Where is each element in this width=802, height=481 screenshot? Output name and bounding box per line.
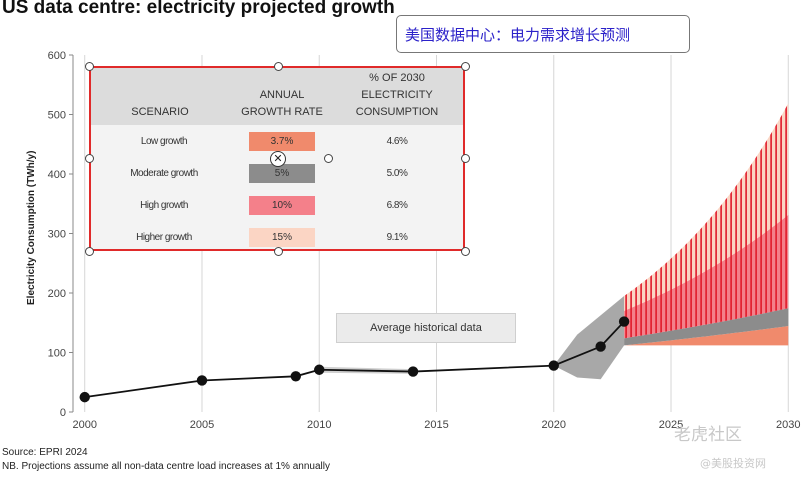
y-tick-label: 500	[48, 110, 66, 122]
watermark-logo: 老虎社区	[674, 425, 742, 445]
x-tick-label: 2010	[307, 419, 331, 431]
data-point	[79, 391, 90, 403]
y-axis: 0 100 200 300 400 500 600	[48, 50, 73, 419]
resize-handle-right[interactable]	[461, 154, 470, 163]
data-point	[407, 366, 419, 377]
consumption-share: 4.6%	[386, 136, 408, 147]
consumption-share: 9.1%	[386, 232, 408, 243]
table-row: Moderate growth 5% 5.0%	[91, 160, 463, 188]
historical-line	[84, 320, 625, 399]
projection-note: NB. Projections assume all non-data cent…	[2, 461, 330, 472]
y-tick-label: 600	[48, 50, 66, 62]
resize-handle-top[interactable]	[274, 62, 283, 71]
data-point	[595, 341, 606, 352]
data-point	[314, 364, 325, 375]
header-scenario: SCENARIO	[131, 106, 189, 118]
y-tick-label: 100	[48, 348, 66, 360]
data-point	[196, 375, 208, 386]
watermark-handle: @美股投资网	[700, 457, 766, 470]
data-point	[290, 371, 301, 382]
resize-handle-bottom-left[interactable]	[85, 247, 94, 256]
growth-rate-swatch: 10%	[249, 196, 315, 215]
x-tick-label: 2030	[776, 419, 800, 431]
data-point	[548, 360, 559, 371]
data-point	[618, 316, 630, 327]
table-header: SCENARIO ANNUAL GROWTH RATE % OF 2030 EL…	[91, 68, 463, 125]
x-tick-label: 2020	[542, 419, 566, 431]
growth-rate-swatch: 15%	[249, 228, 315, 247]
historical-series	[79, 316, 630, 403]
header-share: % OF 2030 ELECTRICITY CONSUMPTION	[355, 72, 439, 118]
table-row: Higher growth 15% 9.1%	[91, 224, 463, 252]
growth-rate-swatch: 5%	[249, 164, 315, 183]
chinese-caption: 美国数据中心：电力需求增长预测	[396, 15, 690, 53]
x-tick-label: 2015	[424, 419, 448, 431]
rotate-handle-icon[interactable]: ✕	[270, 151, 286, 167]
growth-rate-swatch: 3.7%	[249, 132, 315, 151]
average-historical-annotation: Average historical data	[336, 313, 516, 343]
resize-handle-top-right[interactable]	[461, 62, 470, 71]
scenario-name: Higher growth	[136, 232, 192, 243]
uncertainty-wedge	[553, 295, 625, 380]
resize-handle-bottom-right[interactable]	[461, 247, 470, 256]
low-growth-band	[624, 326, 789, 346]
source-note: Source: EPRI 2024	[2, 447, 88, 458]
y-tick-label: 0	[60, 407, 66, 419]
x-axis: 2000 2005 2010 2015 2020 2025 2030	[72, 419, 800, 431]
table-row: Low growth 3.7% 4.6%	[91, 128, 463, 156]
consumption-share: 6.8%	[386, 200, 408, 211]
y-tick-label: 300	[48, 229, 66, 241]
y-tick-label: 400	[48, 169, 66, 181]
scenario-name: High growth	[140, 200, 188, 211]
x-tick-label: 2025	[659, 419, 683, 431]
x-tick-label: 2005	[190, 419, 214, 431]
consumption-share: 5.0%	[386, 168, 408, 179]
moderate-growth-band	[624, 308, 789, 346]
scenario-name: Low growth	[140, 136, 188, 147]
resize-handle-top-left[interactable]	[85, 62, 94, 71]
x-tick-label: 2000	[72, 419, 96, 431]
resize-handle-bottom[interactable]	[274, 247, 283, 256]
drag-handle[interactable]	[324, 154, 333, 163]
header-growth-rate: ANNUAL GROWTH RATE	[241, 89, 323, 118]
scenario-name: Moderate growth	[130, 168, 198, 179]
y-axis-label: Electricity Consumption (TWh/y)	[26, 151, 37, 305]
table-row: High growth 10% 6.8%	[91, 192, 463, 220]
chart-title: US data centre: electricity projected gr…	[2, 0, 395, 18]
resize-handle-left[interactable]	[85, 154, 94, 163]
y-tick-label: 200	[48, 288, 66, 300]
